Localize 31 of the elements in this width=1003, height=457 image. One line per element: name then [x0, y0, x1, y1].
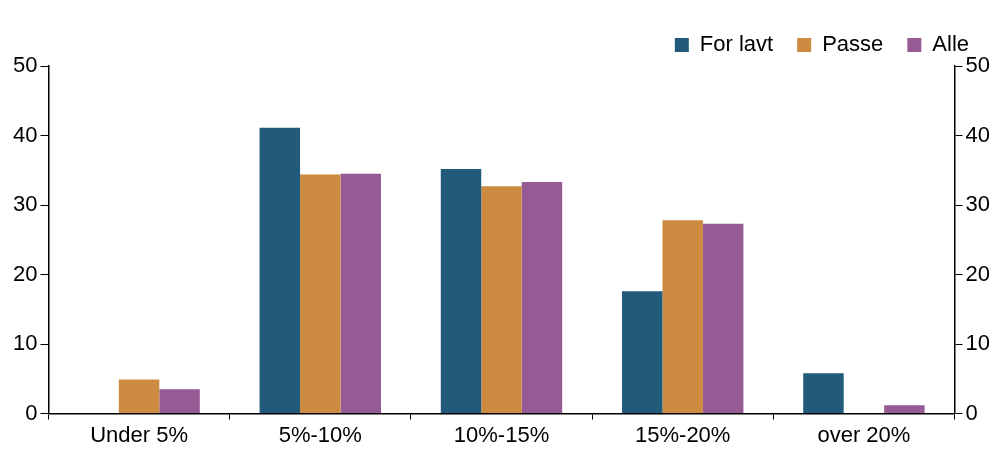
x-tick-label: 10%-15%: [453, 421, 550, 447]
x-tick-label: Under 5%: [90, 421, 188, 447]
bar: [118, 379, 160, 414]
bar: [622, 291, 663, 414]
y-tick-label: 0: [25, 399, 38, 425]
y-tick-label: 40: [12, 121, 38, 147]
bar: [300, 174, 341, 414]
y-tick-label: 30: [12, 191, 38, 217]
legend-label: Passe: [822, 31, 884, 57]
bar: [440, 168, 482, 414]
bar: [481, 186, 522, 414]
bar: [662, 220, 703, 414]
bar: [702, 223, 744, 414]
y2-tick-label: 40: [965, 121, 991, 147]
bar: [803, 373, 844, 414]
y2-tick-label: 10: [965, 330, 991, 356]
bar: [521, 182, 563, 414]
x-tick-label: 15%-20%: [635, 421, 731, 447]
x-tick-label: 5%-10%: [278, 421, 362, 447]
y-tick-label: 50: [12, 52, 38, 78]
y-tick-label: 10: [12, 330, 38, 356]
bar: [159, 389, 200, 414]
bar: [259, 127, 301, 414]
y2-tick-label: 30: [965, 191, 991, 217]
legend-label: For lavt: [699, 31, 774, 57]
x-tick-label: over 20%: [817, 421, 911, 447]
bar: [884, 405, 925, 414]
y-tick-label: 20: [12, 260, 38, 286]
bar: [340, 173, 381, 414]
y2-tick-label: 20: [965, 260, 991, 286]
y2-tick-label: 0: [965, 399, 978, 425]
